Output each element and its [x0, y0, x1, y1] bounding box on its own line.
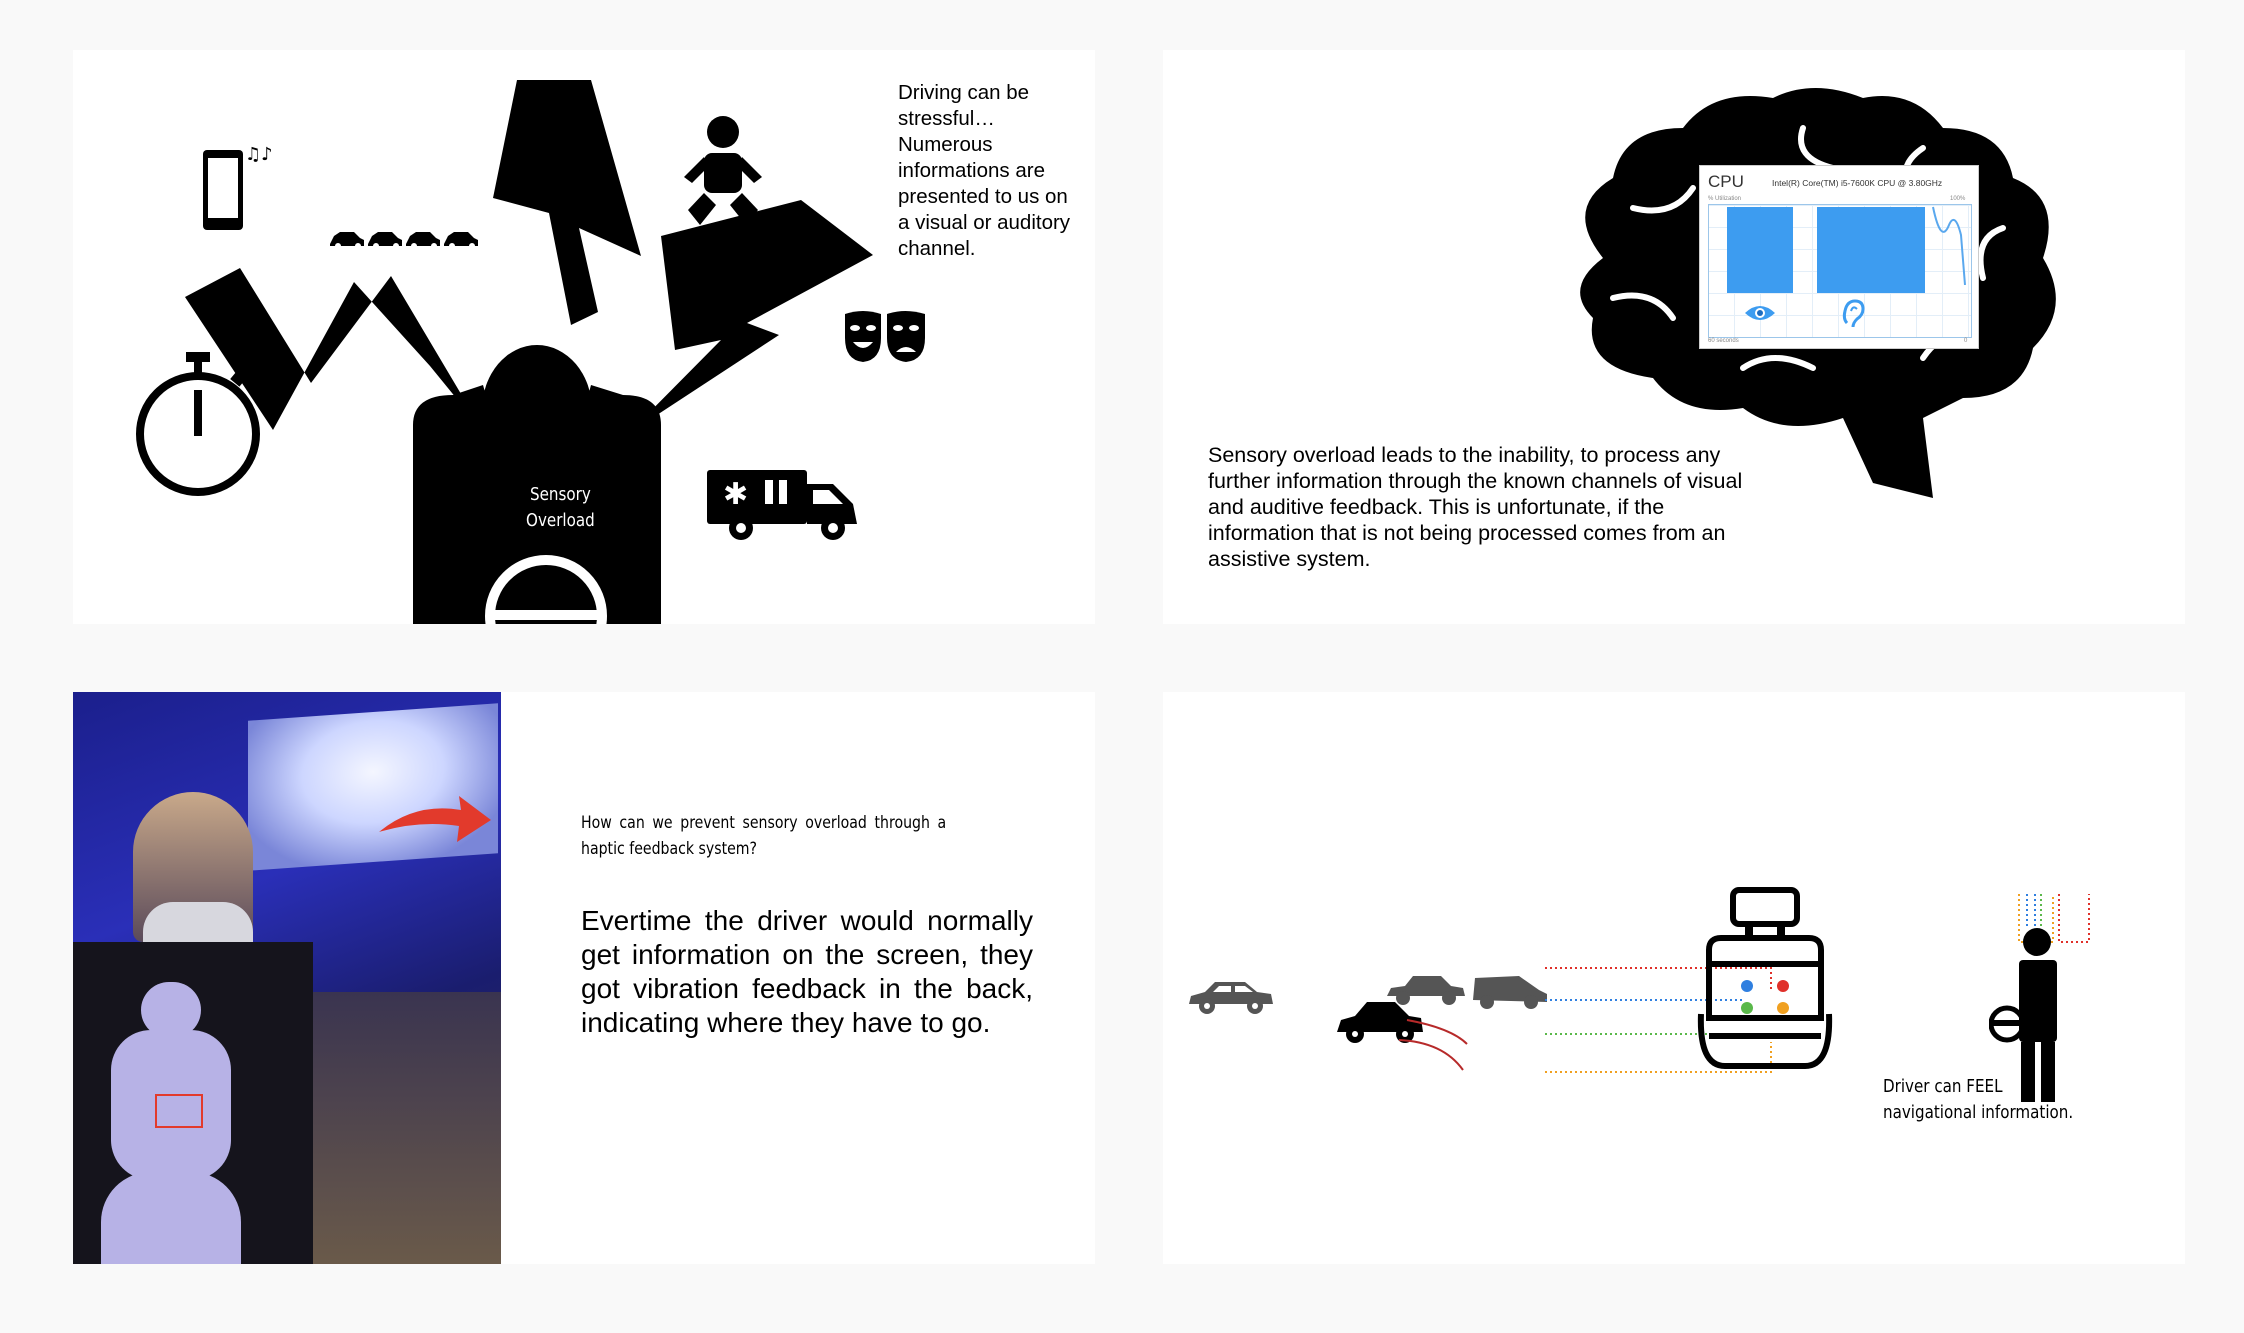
cpu-monitor-window: CPU Intel(R) Core(TM) i5-7600K CPU @ 3.8… — [1699, 165, 1979, 349]
lightning-bolt-left-icon — [185, 80, 873, 434]
head-label: Sensory Overload — [510, 482, 611, 534]
active-vibration-zone — [155, 1094, 203, 1128]
cpu-graph-line — [1932, 206, 1966, 285]
cpu-bar-visual — [1727, 207, 1793, 293]
simulator-photo — [73, 692, 501, 1264]
driver-silhouette-icon — [413, 345, 661, 624]
cpu-util-label: % Utilization — [1708, 196, 1742, 202]
eye-icon — [1745, 306, 1775, 320]
intro-text: Driving can be stressful… Numerous infor… — [898, 81, 1071, 260]
cpu-time-label: 60 seconds — [1708, 338, 1739, 344]
ambulance-icon: ✱ — [707, 470, 857, 540]
traffic-cars-icon — [330, 232, 478, 249]
svg-text:✱: ✱ — [723, 477, 748, 512]
traffic-scene-icon — [1337, 976, 1547, 1071]
cpu-bar-auditory — [1817, 207, 1925, 293]
slide-haptic-navigation: Driver can FEEL navigational information… — [1163, 692, 2185, 1264]
baby-icon — [684, 116, 762, 225]
car-grey-icon — [1189, 982, 1273, 1014]
smartphone-icon: ♫♪ — [203, 144, 273, 230]
head-label-line1: Sensory — [530, 484, 591, 505]
caption: Driver can FEEL navigational information… — [1883, 1074, 2073, 1126]
body-text: Sensory overload leads to the inability,… — [1208, 443, 1743, 571]
haptic-seat-layout — [91, 982, 241, 1264]
answer-text: Evertime the driver would normally get i… — [581, 905, 1033, 1038]
cpu-model: Intel(R) Core(TM) i5-7600K CPU @ 3.80GHz — [1772, 178, 1943, 188]
cpu-graph — [1708, 204, 1972, 338]
cpu-zero-label: 0 — [1964, 338, 1968, 344]
car-seat-icon — [1697, 887, 1833, 1069]
question-text: How can we prevent sensory overload thro… — [581, 813, 947, 859]
red-arrow-icon — [379, 796, 491, 842]
slide-haptic-question: How can we prevent sensory overload thro… — [73, 692, 1095, 1264]
theater-masks-icon — [845, 311, 925, 362]
steering-wheel-icon — [485, 555, 607, 624]
slide-cpu-overload: CPU Intel(R) Core(TM) i5-7600K CPU @ 3.8… — [1163, 50, 2185, 624]
ear-icon — [1842, 299, 1865, 328]
svg-text:♫♪: ♫♪ — [245, 144, 273, 165]
slide-sensory-overload: Sensory Overload ♫♪ — [73, 50, 1095, 624]
caption-line1: Driver can FEEL — [1883, 1076, 2003, 1097]
head-label-line2: Overload — [526, 510, 595, 531]
cpu-title: CPU — [1708, 172, 1744, 191]
driver-steering-icon — [1989, 894, 2090, 1102]
cpu-max-label: 100% — [1950, 196, 1966, 202]
caption-line2: navigational information. — [1883, 1102, 2074, 1123]
stopwatch-icon — [136, 352, 260, 496]
